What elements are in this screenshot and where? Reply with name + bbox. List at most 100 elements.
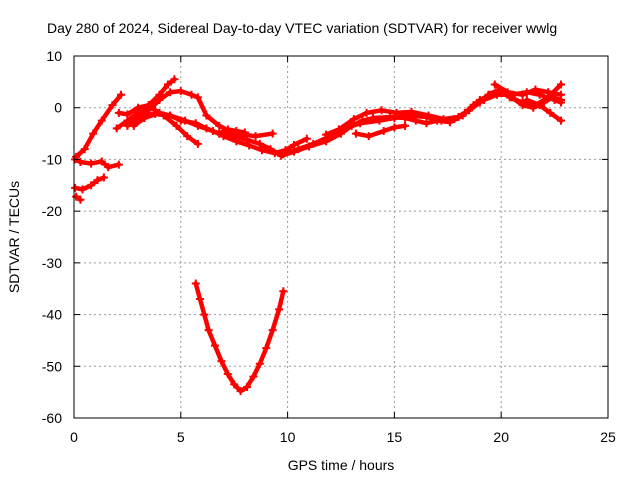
data-point	[166, 111, 175, 120]
data-point	[518, 98, 527, 107]
data-point	[217, 357, 226, 366]
data-point	[439, 115, 448, 124]
data-point	[215, 129, 224, 138]
data-point	[484, 90, 493, 99]
data-point	[193, 139, 202, 148]
data-point	[531, 85, 540, 94]
x-tick-label: 25	[600, 429, 616, 445]
data-point	[89, 129, 98, 138]
data-series-t1	[72, 157, 122, 170]
data-point	[87, 181, 96, 190]
data-point	[183, 132, 192, 141]
data-point	[465, 106, 474, 115]
data-point	[232, 137, 241, 146]
plot-frame	[73, 55, 609, 419]
data-point	[97, 157, 106, 166]
data-point	[196, 295, 205, 304]
data-point	[279, 150, 288, 159]
data-point	[80, 145, 89, 154]
data-point	[172, 121, 181, 130]
data-point	[108, 101, 117, 110]
data-point	[362, 108, 371, 117]
x-tick-label: 5	[177, 429, 185, 445]
data-point	[134, 111, 143, 120]
y-tick-label: 0	[54, 100, 62, 116]
data-point	[104, 163, 113, 172]
x-tick-label: 10	[280, 429, 296, 445]
data-point	[255, 359, 264, 368]
y-tick-label: 10	[46, 48, 62, 64]
y-tick-label: -60	[42, 410, 62, 426]
chart-title: Day 280 of 2024, Sidereal Day-to-day VTE…	[47, 20, 557, 36]
data-point	[557, 90, 566, 99]
data-point	[309, 139, 318, 148]
data-point	[114, 108, 123, 117]
data-point	[251, 132, 260, 141]
data-point	[200, 310, 209, 319]
data-point	[535, 101, 544, 110]
axes: 0 5 10 15 20 25 -60 -50 -40 -30 -20 -10 0 10	[42, 48, 616, 445]
data-point	[290, 140, 299, 149]
data-point	[72, 192, 81, 201]
data-point	[279, 287, 288, 296]
x-tick-label: 15	[387, 429, 403, 445]
data-point	[356, 119, 365, 128]
x-tick-label: 20	[493, 429, 509, 445]
data-point	[390, 123, 399, 132]
data-point	[503, 88, 512, 97]
data-point	[97, 116, 106, 125]
data-point	[232, 126, 241, 135]
data-point	[275, 305, 284, 314]
data-point	[544, 88, 553, 97]
data-point	[223, 125, 232, 134]
data-point	[166, 88, 175, 97]
y-tick-label: -20	[42, 203, 62, 219]
data-point	[112, 124, 121, 133]
data-point	[236, 387, 245, 396]
data-point	[249, 372, 258, 381]
data-point	[392, 108, 401, 117]
data-point	[181, 116, 190, 125]
data-point	[407, 107, 416, 116]
data-point	[93, 176, 102, 185]
data-point	[193, 121, 202, 130]
data-point	[187, 90, 196, 99]
data-point	[349, 115, 358, 124]
data-point	[223, 370, 232, 379]
x-tick-label: 0	[70, 429, 78, 445]
data-point	[268, 129, 277, 138]
data-point	[424, 111, 433, 120]
data-point	[151, 109, 160, 118]
data-point	[71, 183, 80, 192]
data-point	[193, 93, 202, 102]
data-point	[163, 80, 172, 89]
data-point	[243, 382, 252, 391]
data-point	[230, 380, 239, 389]
data-points	[71, 75, 566, 396]
data-point	[176, 87, 185, 96]
data-point	[114, 160, 123, 169]
y-tick-label: -40	[42, 307, 62, 323]
data-point	[557, 80, 566, 89]
data-point	[294, 145, 303, 154]
data-point	[454, 113, 463, 122]
data-point	[546, 108, 555, 117]
data-point	[202, 111, 211, 120]
data-point	[87, 159, 96, 168]
data-point	[204, 326, 213, 335]
data-point	[379, 126, 388, 135]
data-point	[208, 126, 217, 135]
data-point	[99, 173, 108, 182]
data-point	[210, 341, 219, 350]
data-point	[401, 121, 410, 130]
data-series-t15	[524, 97, 564, 123]
data-point	[155, 95, 164, 104]
data-point	[302, 134, 311, 143]
data-series-t16	[193, 281, 286, 394]
data-point	[76, 158, 85, 167]
data-point	[390, 114, 399, 123]
data-point	[215, 121, 224, 130]
data-point	[351, 129, 360, 138]
data-point	[490, 80, 499, 89]
